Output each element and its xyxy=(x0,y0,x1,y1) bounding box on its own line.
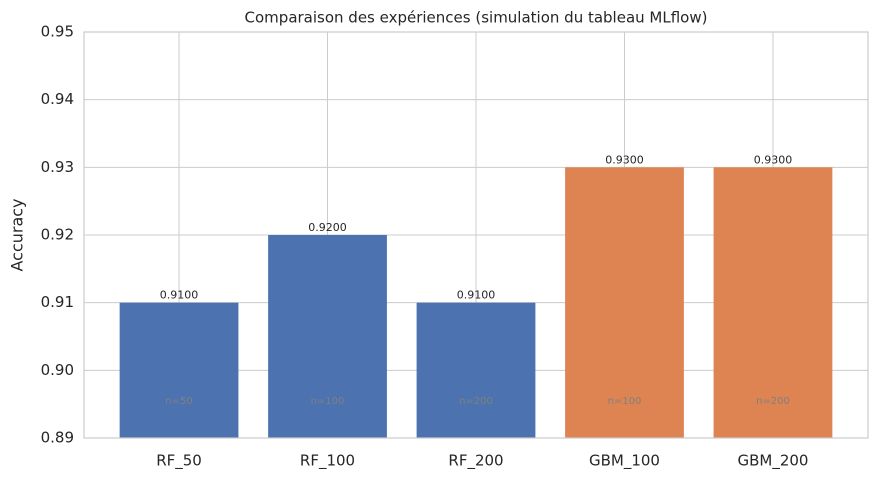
y-tick-label: 0.89 xyxy=(41,429,74,447)
chart-title: Comparaison des expériences (simulation … xyxy=(245,9,708,27)
bar-annotation: n=100 xyxy=(608,396,642,407)
y-tick-label: 0.92 xyxy=(41,226,74,244)
x-tick-label: RF_100 xyxy=(300,452,355,471)
y-axis-label: Accuracy xyxy=(8,198,27,271)
x-tick-label: GBM_200 xyxy=(737,452,808,471)
bar-annotation: n=50 xyxy=(165,396,192,407)
bar xyxy=(565,167,684,439)
y-tick-label: 0.90 xyxy=(41,361,74,379)
bar-annotation: n=100 xyxy=(311,396,345,407)
x-tick-label: GBM_100 xyxy=(589,452,660,471)
y-tick-label: 0.94 xyxy=(41,90,74,108)
bar xyxy=(416,302,536,438)
x-tick-label: RF_50 xyxy=(156,452,202,471)
value-label: 0.9100 xyxy=(457,289,496,302)
y-tick-label: 0.95 xyxy=(41,23,74,41)
y-tick-label: 0.91 xyxy=(41,293,74,311)
bar xyxy=(268,235,387,438)
plot-frame xyxy=(83,31,869,439)
bar xyxy=(713,167,833,439)
value-label: 0.9300 xyxy=(754,153,793,166)
value-label: 0.9300 xyxy=(605,153,644,166)
y-tick-label: 0.93 xyxy=(41,158,74,176)
x-tick-label: RF_200 xyxy=(448,452,503,471)
bar xyxy=(119,302,239,438)
bar-annotation: n=200 xyxy=(756,396,790,407)
value-label: 0.9100 xyxy=(160,289,199,302)
value-label: 0.9200 xyxy=(308,221,347,234)
bar-annotation: n=200 xyxy=(459,396,493,407)
